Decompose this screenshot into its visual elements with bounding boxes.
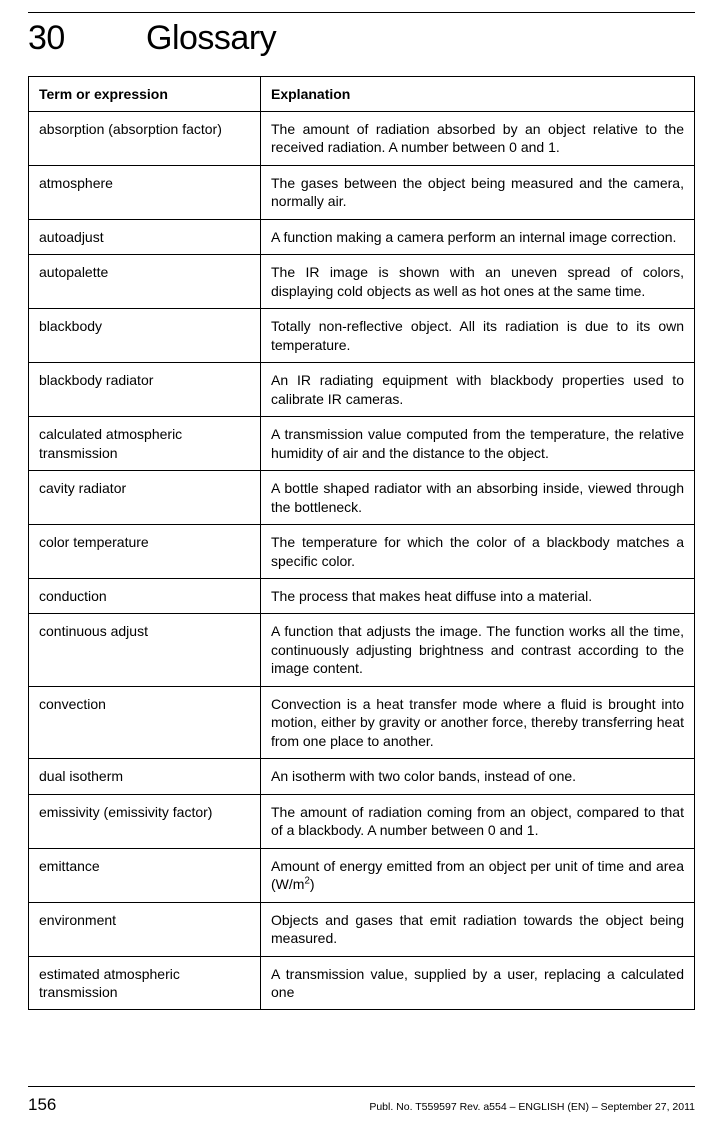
term-cell: dual isotherm — [29, 759, 261, 794]
term-cell: blackbody — [29, 309, 261, 363]
table-row: conductionThe process that makes heat di… — [29, 578, 695, 613]
explanation-cell: Objects and gases that emit radiation to… — [261, 902, 695, 956]
term-cell: color temperature — [29, 525, 261, 579]
term-cell: estimated atmospheric transmission — [29, 956, 261, 1010]
superscript: 2 — [304, 875, 309, 886]
explanation-cell: A function that adjusts the image. The f… — [261, 614, 695, 686]
term-cell: cavity radiator — [29, 471, 261, 525]
explanation-cell: Amount of energy emitted from an object … — [261, 848, 695, 902]
top-rule — [28, 12, 695, 13]
document-page: 30 Glossary Term or expression Explanati… — [0, 0, 723, 1127]
table-row: color temperatureThe temperature for whi… — [29, 525, 695, 579]
term-cell: autopalette — [29, 255, 261, 309]
term-cell: absorption (absorption factor) — [29, 112, 261, 166]
explanation-cell: A function making a camera perform an in… — [261, 219, 695, 254]
header-term: Term or expression — [29, 77, 261, 112]
term-cell: emissivity (emissivity factor) — [29, 794, 261, 848]
table-header-row: Term or expression Explanation — [29, 77, 695, 112]
table-row: environmentObjects and gases that emit r… — [29, 902, 695, 956]
glossary-tbody: absorption (absorption factor)The amount… — [29, 112, 695, 1010]
term-cell: conduction — [29, 578, 261, 613]
explanation-cell: The temperature for which the color of a… — [261, 525, 695, 579]
explanation-cell: The gases between the object being measu… — [261, 165, 695, 219]
term-cell: atmosphere — [29, 165, 261, 219]
table-row: convectionConvection is a heat transfer … — [29, 686, 695, 758]
chapter-header: 30 Glossary — [28, 19, 695, 58]
explanation-cell: A transmission value computed from the t… — [261, 417, 695, 471]
explanation-cell: Convection is a heat transfer mode where… — [261, 686, 695, 758]
explanation-cell: The IR image is shown with an uneven spr… — [261, 255, 695, 309]
header-explanation: Explanation — [261, 77, 695, 112]
term-cell: continuous adjust — [29, 614, 261, 686]
explanation-cell: The amount of radiation coming from an o… — [261, 794, 695, 848]
term-cell: environment — [29, 902, 261, 956]
page-footer: 156 Publ. No. T559597 Rev. a554 – ENGLIS… — [28, 1086, 695, 1127]
term-cell: blackbody radiator — [29, 363, 261, 417]
publication-line: Publ. No. T559597 Rev. a554 – ENGLISH (E… — [369, 1101, 695, 1113]
explanation-cell: The amount of radiation absorbed by an o… — [261, 112, 695, 166]
explanation-cell: An isotherm with two color bands, instea… — [261, 759, 695, 794]
table-row: emittanceAmount of energy emitted from a… — [29, 848, 695, 902]
table-row: blackbodyTotally non-reflective object. … — [29, 309, 695, 363]
term-cell: convection — [29, 686, 261, 758]
term-cell: calculated atmospheric transmission — [29, 417, 261, 471]
table-row: blackbody radiatorAn IR radiating equipm… — [29, 363, 695, 417]
explanation-cell: A transmission value, supplied by a user… — [261, 956, 695, 1010]
glossary-table: Term or expression Explanation absorptio… — [28, 76, 695, 1010]
table-row: atmosphereThe gases between the object b… — [29, 165, 695, 219]
explanation-cell: An IR radiating equipment with blackbody… — [261, 363, 695, 417]
table-row: calculated atmospheric transmissionA tra… — [29, 417, 695, 471]
explanation-cell: A bottle shaped radiator with an absorbi… — [261, 471, 695, 525]
table-row: autopaletteThe IR image is shown with an… — [29, 255, 695, 309]
table-row: cavity radiatorA bottle shaped radiator … — [29, 471, 695, 525]
chapter-title: Glossary — [146, 19, 276, 58]
term-cell: emittance — [29, 848, 261, 902]
page-number: 156 — [28, 1095, 56, 1115]
explanation-cell: Totally non-reflective object. All its r… — [261, 309, 695, 363]
table-row: absorption (absorption factor)The amount… — [29, 112, 695, 166]
table-row: continuous adjustA function that adjusts… — [29, 614, 695, 686]
table-row: dual isothermAn isotherm with two color … — [29, 759, 695, 794]
table-row: emissivity (emissivity factor)The amount… — [29, 794, 695, 848]
table-row: estimated atmospheric transmissionA tran… — [29, 956, 695, 1010]
term-cell: autoadjust — [29, 219, 261, 254]
chapter-number: 30 — [28, 19, 146, 58]
table-row: autoadjustA function making a camera per… — [29, 219, 695, 254]
explanation-cell: The process that makes heat diffuse into… — [261, 578, 695, 613]
